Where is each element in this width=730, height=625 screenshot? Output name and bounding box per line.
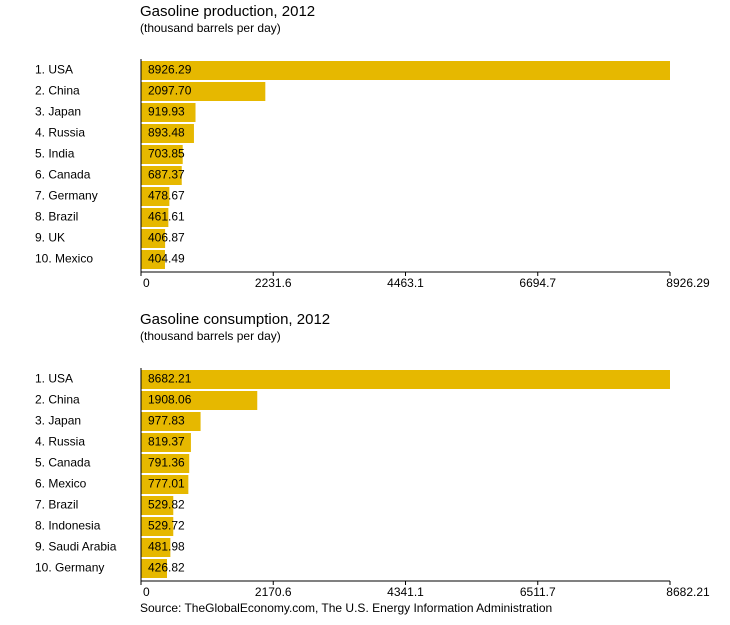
- value-label: 404.49: [148, 252, 185, 266]
- bar: [141, 229, 166, 248]
- value-label: 1908.06: [148, 393, 192, 407]
- bar: [141, 166, 182, 185]
- bar: [141, 475, 189, 494]
- x-tick-label: 2231.6: [255, 276, 292, 290]
- x-tick-label: 8682.21: [666, 585, 710, 599]
- x-tick-label: 2170.6: [255, 585, 292, 599]
- category-label: 8. Brazil: [35, 210, 78, 224]
- bar: [141, 187, 170, 206]
- bar: [141, 412, 201, 431]
- bar: [141, 433, 191, 452]
- value-label: 8682.21: [148, 372, 192, 386]
- bar: [141, 61, 670, 80]
- bar: [141, 145, 183, 164]
- x-tick-label: 8926.29: [666, 276, 710, 290]
- value-label: 791.36: [148, 456, 185, 470]
- value-label: 461.61: [148, 210, 185, 224]
- value-label: 529.82: [148, 498, 185, 512]
- x-tick-label: 0: [143, 585, 150, 599]
- category-label: 7. Brazil: [35, 498, 78, 512]
- category-label: 4. Russia: [35, 435, 85, 449]
- chart-subtitle: (thousand barrels per day): [140, 329, 281, 343]
- x-tick-label: 4341.1: [387, 585, 424, 599]
- bar: [141, 496, 174, 515]
- category-label: 2. China: [35, 393, 80, 407]
- category-label: 6. Mexico: [35, 477, 87, 491]
- value-label: 529.72: [148, 519, 185, 533]
- value-label: 478.67: [148, 189, 185, 203]
- bar: [141, 250, 165, 269]
- bar: [141, 538, 171, 557]
- category-label: 3. Japan: [35, 105, 81, 119]
- bar: [141, 391, 258, 410]
- chart-title: Gasoline consumption, 2012: [140, 311, 330, 328]
- x-tick-label: 6511.7: [520, 585, 556, 599]
- x-tick-label: 0: [143, 276, 150, 290]
- category-label: 2. China: [35, 84, 80, 98]
- category-label: 8. Indonesia: [35, 519, 101, 533]
- bar: [141, 559, 168, 578]
- category-label: 6. Canada: [35, 168, 91, 182]
- category-label: 5. Canada: [35, 456, 91, 470]
- bar: [141, 82, 266, 101]
- category-label: 10. Mexico: [35, 252, 93, 266]
- bar: [141, 124, 194, 143]
- source: Source: TheGlobalEconomy.com, The U.S. E…: [140, 601, 552, 615]
- category-label: 9. UK: [35, 231, 65, 245]
- category-label: 1. USA: [35, 372, 73, 386]
- x-tick-label: 6694.7: [519, 276, 556, 290]
- value-label: 426.82: [148, 561, 185, 575]
- value-label: 703.85: [148, 147, 185, 161]
- value-label: 2097.70: [148, 84, 192, 98]
- category-label: 7. Germany: [35, 189, 98, 203]
- chart-subtitle: (thousand barrels per day): [140, 21, 281, 35]
- bar: [141, 517, 174, 536]
- category-label: 3. Japan: [35, 414, 81, 428]
- chart-title: Gasoline production, 2012: [140, 3, 315, 20]
- category-label: 9. Saudi Arabia: [35, 540, 117, 554]
- category-label: 4. Russia: [35, 126, 85, 140]
- x-tick-label: 4463.1: [387, 276, 424, 290]
- category-label: 5. India: [35, 147, 75, 161]
- value-label: 777.01: [148, 477, 185, 491]
- value-label: 687.37: [148, 168, 185, 182]
- value-label: 8926.29: [148, 63, 192, 77]
- value-label: 481.98: [148, 540, 185, 554]
- category-label: 10. Germany: [35, 561, 104, 575]
- bar: [141, 370, 670, 389]
- bar: [141, 103, 196, 122]
- value-label: 406.87: [148, 231, 185, 245]
- value-label: 819.37: [148, 435, 185, 449]
- bar: [141, 208, 169, 227]
- value-label: 977.83: [148, 414, 185, 428]
- value-label: 893.48: [148, 126, 185, 140]
- category-label: 1. USA: [35, 63, 73, 77]
- bar: [141, 454, 190, 473]
- value-label: 919.93: [148, 105, 185, 119]
